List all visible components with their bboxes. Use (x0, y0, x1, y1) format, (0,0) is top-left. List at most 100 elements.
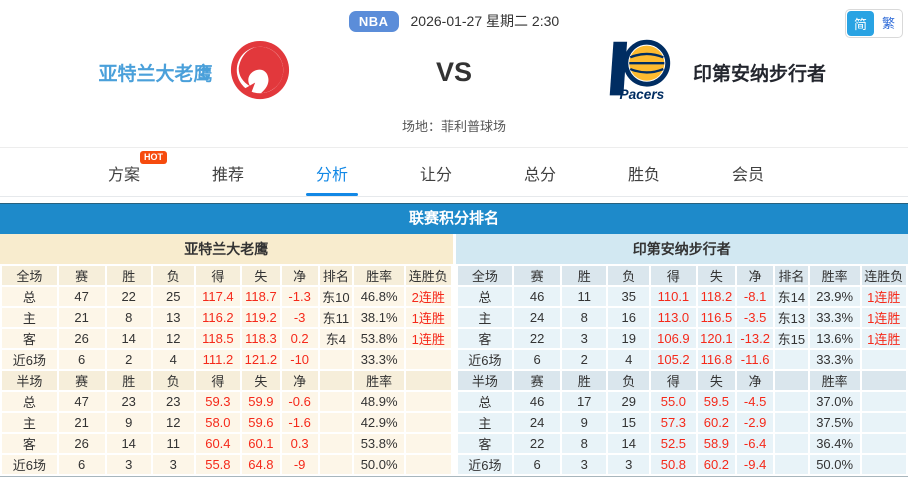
tab-plans[interactable]: HOT 方案 (72, 148, 176, 196)
stat-cell: 4 (606, 348, 652, 371)
tab-analysis[interactable]: 分析 (280, 148, 384, 196)
league-badge: NBA (348, 10, 399, 32)
stats-row: 主 21 9 12 58.0 59.6 -1.6 42.9% (0, 411, 453, 434)
tab-label: 分析 (315, 167, 348, 184)
stat-cell: 12 (150, 411, 196, 434)
column-header: 负 (606, 369, 652, 392)
stat-cell: -3.5 (735, 306, 776, 329)
stat-cell: 42.9% (352, 411, 407, 434)
stat-cell: 23 (150, 390, 196, 413)
stat-cell: 总 (455, 390, 515, 413)
column-header: 赛 (56, 369, 107, 392)
stat-cell: 50.8 (649, 453, 698, 476)
tab-total-points[interactable]: 总分 (488, 148, 592, 196)
language-switch: 简 繁 (844, 9, 903, 38)
stat-cell (773, 432, 810, 455)
column-header: 失 (695, 369, 738, 392)
column-header: 全场 (455, 264, 515, 287)
tab-win-loss[interactable]: 胜负 (592, 148, 696, 196)
stat-cell: 总 (0, 390, 59, 413)
column-header: 胜率 (807, 264, 862, 287)
stat-cell: 33.3% (807, 348, 862, 371)
column-header: 赛 (512, 264, 562, 287)
stats-header-row: 半场赛胜负得失净 胜率 (0, 369, 453, 392)
stat-cell: 近6场 (455, 453, 515, 476)
column-header: 胜 (559, 369, 609, 392)
stat-cell: 15 (606, 411, 652, 434)
stat-cell: 总 (455, 285, 515, 308)
stat-cell: 29 (606, 390, 652, 413)
stat-cell: 33.3% (352, 348, 407, 371)
tab-member[interactable]: 会员 (696, 148, 800, 196)
stat-cell: 121.2 (240, 348, 282, 371)
stat-cell (404, 432, 453, 455)
stat-cell: -9 (279, 453, 320, 476)
stat-cell: -11.6 (735, 348, 776, 371)
stat-cell: 47 (56, 285, 107, 308)
stat-cell: 0.2 (279, 327, 320, 350)
stat-cell (317, 432, 355, 455)
stat-cell: 35 (606, 285, 652, 308)
stat-cell: 46 (512, 390, 562, 413)
hot-badge: HOT (140, 151, 167, 164)
stat-cell: 13 (150, 306, 196, 329)
stat-cell (859, 432, 908, 455)
stat-cell: 22 (104, 285, 153, 308)
stat-cell: 48.9% (352, 390, 407, 413)
stat-cell: 8 (559, 306, 609, 329)
stat-cell: 111.2 (193, 348, 243, 371)
stat-cell: 1连胜 (859, 327, 908, 350)
stat-cell: 116.5 (695, 306, 738, 329)
stat-cell: 客 (0, 327, 59, 350)
stat-cell: 50.0% (352, 453, 407, 476)
stat-cell: 8 (559, 432, 609, 455)
away-stats-table: 全场赛胜负得失净排名 胜率 连胜负总 46 11 35 110.1 118.2 -8.1 东14 2… (455, 264, 908, 476)
stat-cell: 11 (150, 432, 196, 455)
stat-cell: 118.2 (695, 285, 738, 308)
column-header: 净 (735, 264, 776, 287)
stat-cell (773, 390, 810, 413)
stat-cell: 主 (455, 306, 515, 329)
simplified-chinese-button[interactable]: 简 (846, 11, 874, 36)
stats-row: 总 47 22 25 117.4 118.7 -1.3 东10 46.8% 2连胜 (0, 285, 453, 308)
stat-cell: 12 (150, 327, 196, 350)
column-header: 胜 (104, 264, 153, 287)
stat-cell: 9 (104, 411, 153, 434)
stat-cell: 主 (0, 306, 59, 329)
away-standings: 印第安纳步行者 全场赛胜负得失净排名 胜率 连胜负总 46 11 35 110.1 118.2… (455, 234, 908, 476)
stat-cell: 105.2 (649, 348, 698, 371)
stat-cell: -4.5 (735, 390, 776, 413)
stat-cell: 14 (606, 432, 652, 455)
pacers-wordmark: Pacers (619, 87, 664, 102)
tab-handicap[interactable]: 让分 (384, 148, 488, 196)
away-team-name: 印第安纳步行者 (692, 63, 826, 85)
stat-cell: 近6场 (0, 453, 59, 476)
stat-cell: -1.3 (279, 285, 320, 308)
tab-label: 让分 (419, 167, 452, 184)
stat-cell: -0.6 (279, 390, 320, 413)
stat-cell (404, 348, 453, 371)
stats-row: 近6场 6 2 4 105.2 116.8 -11.6 33.3% (455, 348, 908, 371)
stat-cell (859, 453, 908, 476)
column-header (773, 369, 810, 392)
stat-cell: 119.2 (240, 306, 282, 329)
home-team: 亚特兰大老鹰 (0, 39, 389, 106)
stat-cell: 3 (104, 453, 153, 476)
stat-cell: 1连胜 (404, 306, 453, 329)
stats-row: 客 22 8 14 52.5 58.9 -6.4 36.4% (455, 432, 908, 455)
stat-cell: 14 (104, 432, 153, 455)
column-header: 连胜负 (404, 264, 453, 287)
stat-cell: 1连胜 (859, 306, 908, 329)
tab-recommend[interactable]: 推荐 (176, 148, 280, 196)
stat-cell: 22 (512, 327, 562, 350)
traditional-chinese-button[interactable]: 繁 (881, 16, 895, 31)
column-header: 半场 (455, 369, 515, 392)
stat-cell (404, 411, 453, 434)
stat-cell: 东11 (317, 306, 355, 329)
stat-cell: 47 (56, 390, 107, 413)
column-header: 失 (695, 264, 738, 287)
stat-cell: 客 (0, 432, 59, 455)
stat-cell: 主 (455, 411, 515, 434)
stat-cell: 16 (606, 306, 652, 329)
home-table-title: 亚特兰大老鹰 (0, 234, 453, 264)
